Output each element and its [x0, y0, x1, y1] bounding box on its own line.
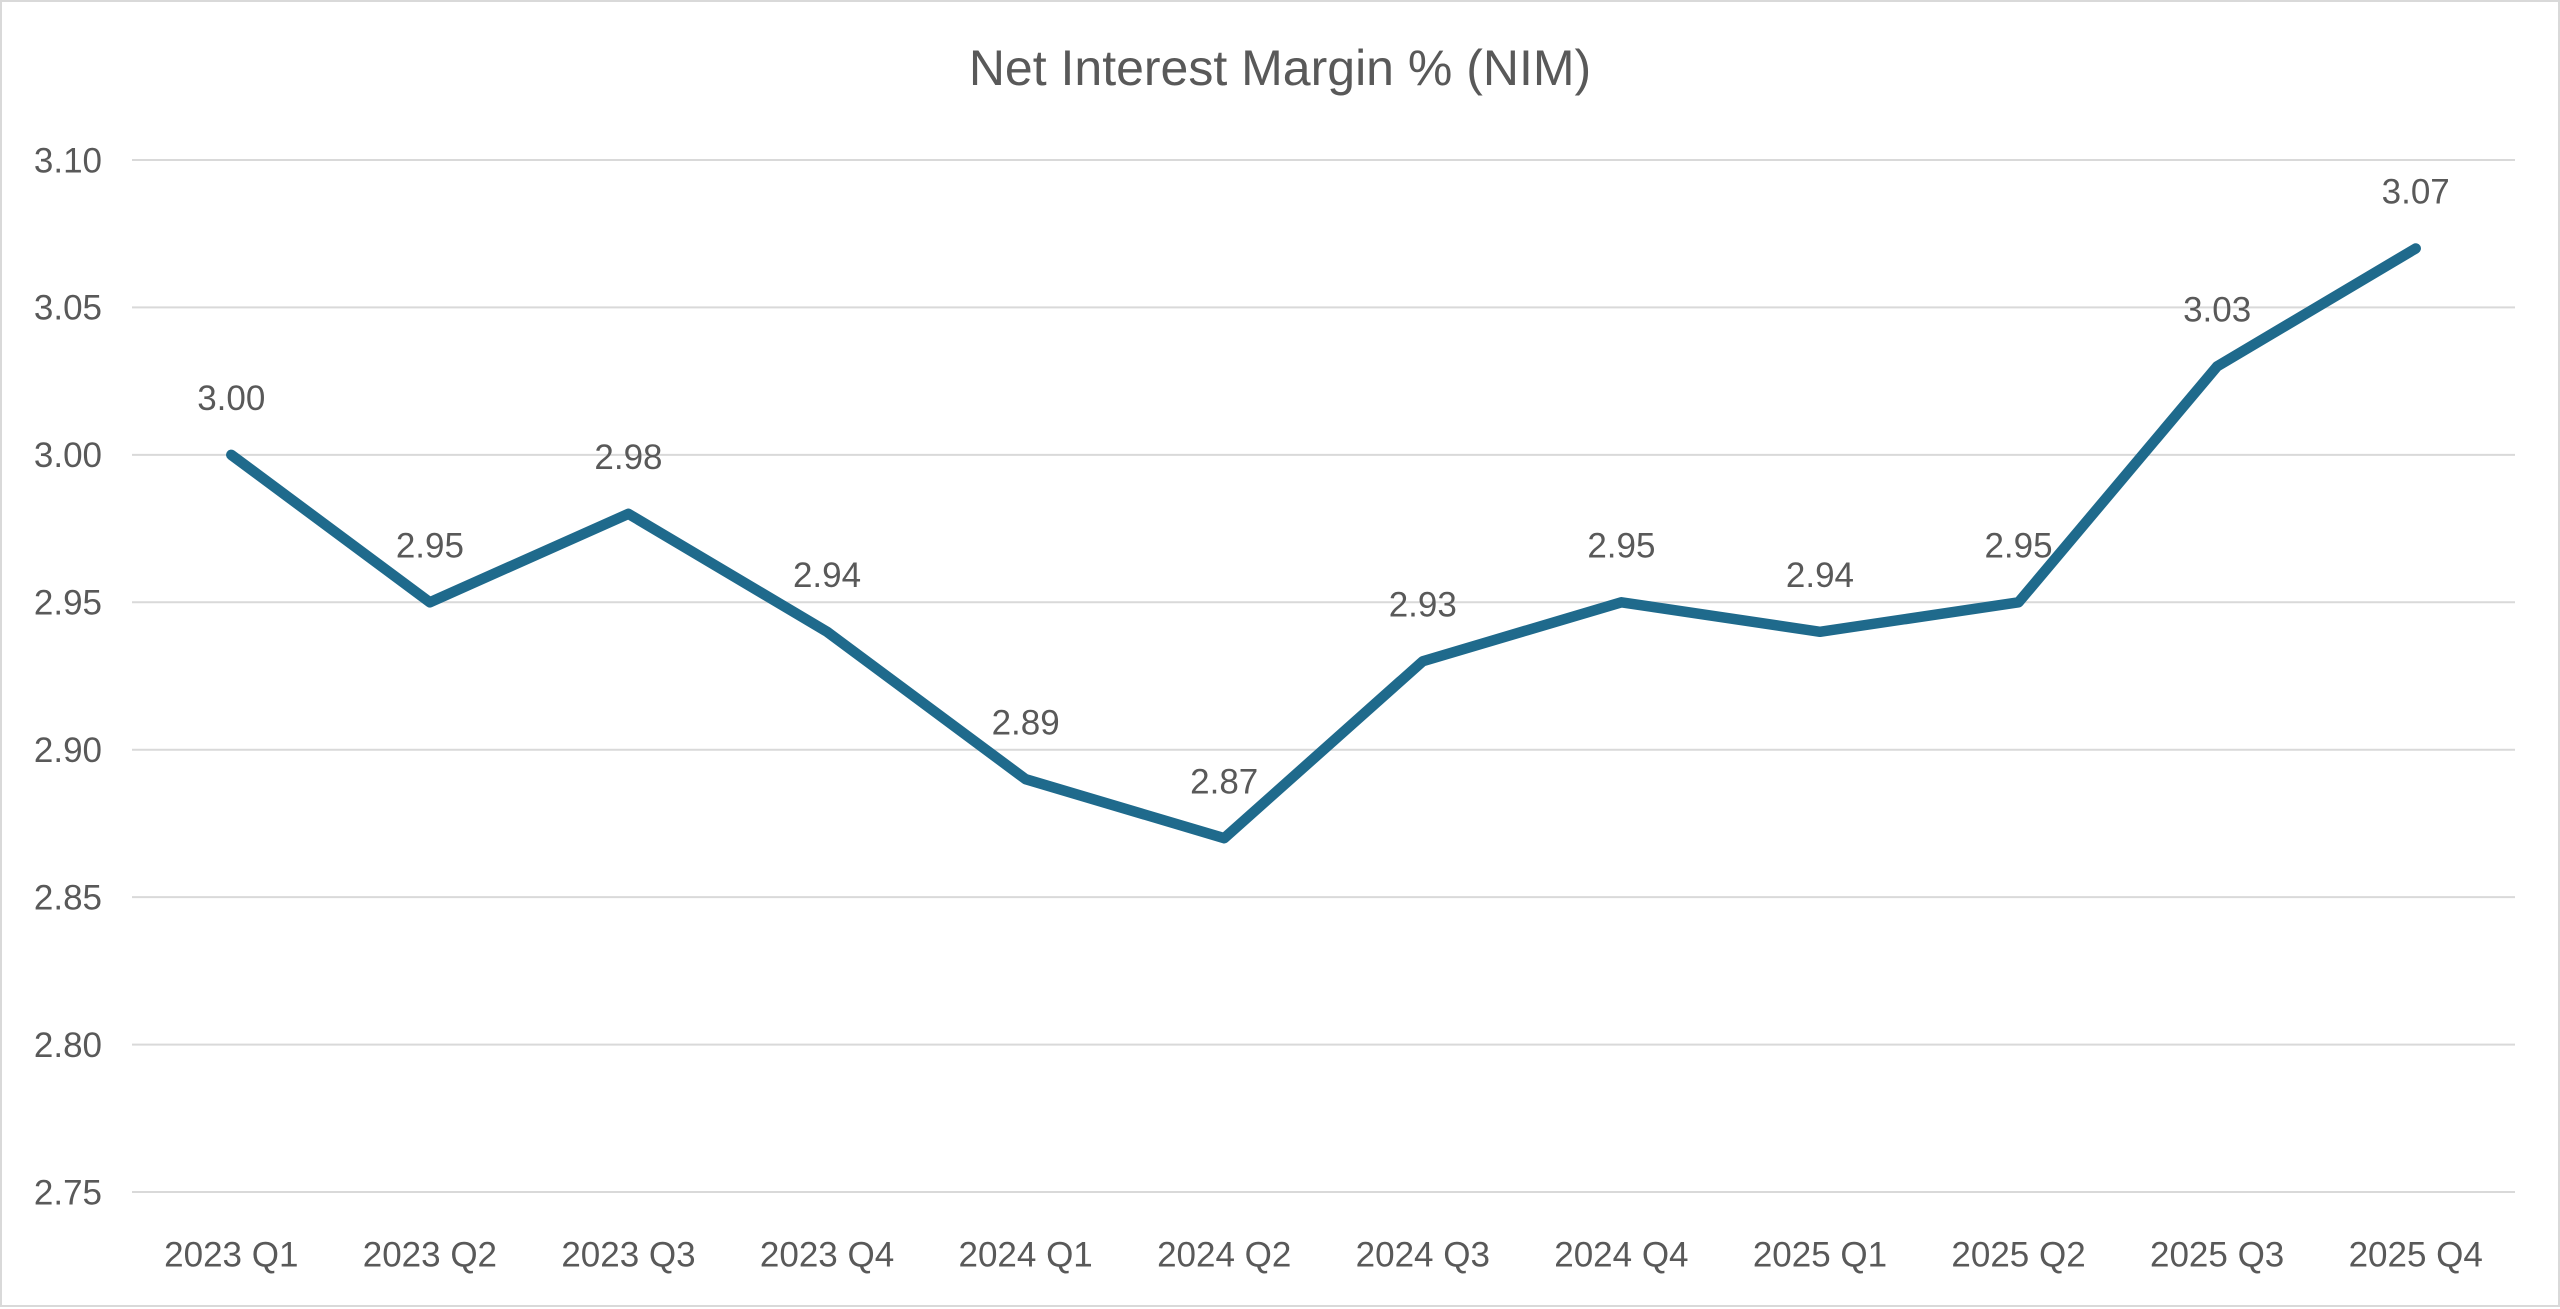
y-axis-tick-label: 2.75 [34, 1173, 102, 1212]
x-axis-tick-label: 2025 Q2 [1951, 1235, 2085, 1274]
y-axis-tick-label: 3.05 [34, 289, 102, 328]
data-label: 2.93 [1389, 586, 1457, 625]
data-label: 2.95 [1984, 527, 2052, 566]
data-label: 3.03 [2183, 291, 2251, 330]
nim-series-line [226, 243, 2421, 844]
data-label: 3.00 [197, 379, 265, 418]
data-label: 2.87 [1190, 762, 1258, 801]
x-axis-tick-label: 2023 Q4 [760, 1235, 894, 1274]
y-axis-tick-label: 2.80 [34, 1026, 102, 1065]
y-axis-tick-label: 3.10 [34, 141, 102, 180]
data-label: 3.07 [2382, 173, 2450, 212]
x-axis-tick-label: 2024 Q1 [958, 1235, 1092, 1274]
y-axis-tick-label: 2.95 [34, 584, 102, 623]
chart-title: Net Interest Margin % (NIM) [968, 40, 1592, 96]
data-label: 2.98 [594, 438, 662, 477]
x-axis-tick-label: 2023 Q3 [561, 1235, 695, 1274]
data-label: 2.95 [1587, 527, 1655, 566]
x-axis-tick-label: 2025 Q1 [1753, 1235, 1887, 1274]
x-axis-tick-label: 2024 Q2 [1157, 1235, 1291, 1274]
x-axis-tick-label: 2025 Q3 [2150, 1235, 2284, 1274]
data-label: 2.95 [396, 527, 464, 566]
x-axis-tick-label: 2024 Q4 [1554, 1235, 1688, 1274]
x-axis-tick-label: 2023 Q2 [363, 1235, 497, 1274]
data-label: 2.94 [793, 556, 861, 595]
x-axis-tick-label: 2024 Q3 [1356, 1235, 1490, 1274]
data-label: 2.89 [992, 703, 1060, 742]
x-axis-tick-label: 2025 Q4 [2349, 1235, 2483, 1274]
y-axis-tick-label: 2.90 [34, 731, 102, 770]
y-axis-tick-label: 2.85 [34, 878, 102, 917]
y-axis-tick-label: 3.00 [34, 436, 102, 475]
x-axis-tick-label: 2023 Q1 [164, 1235, 298, 1274]
data-label: 2.94 [1786, 556, 1854, 595]
